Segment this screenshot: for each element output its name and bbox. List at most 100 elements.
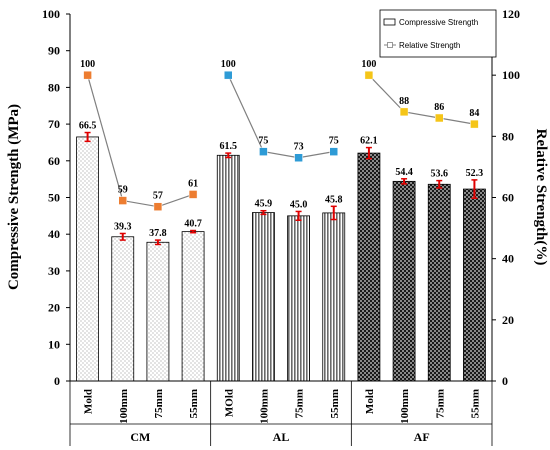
compressive-strength-bar [392, 180, 416, 382]
compressive-strength-bar [76, 136, 99, 382]
compressive-strength-bar [463, 188, 486, 382]
relative-strength-marker [329, 147, 338, 156]
y2-axis-title: Relative Strength(%) [533, 129, 549, 266]
bar-value-label: 45.0 [290, 199, 308, 210]
bar-value-label: 45.9 [255, 199, 273, 210]
x-category-label: MOld [223, 389, 235, 417]
y2-tick-label: 0 [502, 374, 508, 388]
bar-layer [76, 136, 486, 382]
relative-strength-marker [224, 70, 233, 80]
error-bar [119, 232, 126, 241]
relative-strength-label: 100 [361, 59, 376, 70]
relative-strength-line [87, 75, 194, 208]
error-bar [84, 131, 91, 143]
relative-strength-marker [83, 70, 92, 80]
legend: Compressive Strength Relative Strength [379, 9, 497, 58]
x-category-label: 55mm [188, 389, 200, 418]
x-category-label: 55mm [469, 389, 481, 418]
error-bar [225, 152, 232, 159]
y2-tick-label: 120 [502, 7, 520, 21]
error-bar-layer [84, 131, 478, 246]
y-tick-label: 0 [54, 374, 60, 388]
x-category-label: 100mm [258, 389, 270, 424]
x-category-label: 100mm [399, 389, 411, 424]
bar-value-label: 52.3 [466, 168, 484, 179]
compressive-strength-bar [357, 152, 381, 382]
bar-value-label: 45.8 [325, 194, 343, 205]
legend-label-relative-strength: Relative Strength [399, 41, 460, 50]
y-tick-label: 80 [48, 80, 60, 94]
bar-value-label: 37.8 [149, 228, 167, 239]
y-axis-title: Compressive Strength (MPa) [6, 104, 22, 290]
group-label: AF [414, 430, 430, 444]
x-category-label: 75mm [153, 389, 165, 418]
relative-strength-label: 100 [80, 59, 95, 70]
relative-strength-label: 84 [469, 108, 479, 119]
x-category-label: 75mm [434, 389, 446, 418]
error-bar [330, 205, 337, 221]
compressive-strength-bar [216, 154, 240, 382]
x-category-label: 75mm [294, 389, 306, 418]
y2-tick-label: 100 [502, 68, 520, 82]
y2-tick-label: 60 [502, 191, 514, 205]
relative-strength-label: 57 [153, 191, 163, 202]
compressive-strength-bar [322, 212, 346, 382]
y-tick-label: 20 [48, 301, 60, 315]
error-bar [260, 209, 267, 216]
bar-value-label: 40.7 [184, 219, 202, 230]
error-bar [436, 179, 443, 189]
relative-strength-marker [470, 119, 479, 129]
legend-swatch-compressive-strength [383, 18, 396, 26]
relative-strength-label: 86 [434, 102, 444, 113]
relative-strength-marker [435, 113, 444, 123]
relative-strength-line [227, 74, 334, 159]
y-tick-label: 40 [48, 227, 60, 241]
x-category-label: 100mm [118, 389, 130, 424]
relative-strength-marker [118, 196, 127, 205]
bar-value-label: 62.1 [360, 136, 378, 147]
y-tick-label: 60 [48, 154, 60, 168]
error-bar [190, 229, 197, 234]
error-bar [365, 146, 372, 160]
bar-value-label: 61.5 [220, 141, 238, 152]
relative-strength-label: 73 [294, 142, 304, 153]
y-tick-label: 70 [48, 117, 60, 131]
relative-strength-label: 75 [329, 136, 339, 147]
compressive-strength-bar [427, 183, 451, 382]
x-category-label: Mold [83, 389, 95, 414]
bar-value-label: 54.4 [395, 167, 413, 178]
y-tick-label: 30 [48, 264, 60, 278]
relative-strength-line [368, 74, 475, 125]
relative-strength-layer [83, 70, 479, 211]
bar-value-label: 39.3 [114, 221, 132, 232]
y-tick-label: 50 [48, 191, 60, 205]
relative-strength-marker [259, 147, 268, 156]
legend-label-compressive-strength: Compressive Strength [399, 18, 478, 27]
y-tick-label: 90 [48, 44, 60, 58]
relative-strength-marker [399, 107, 409, 117]
x-category-label: Mold [364, 389, 376, 414]
x-category-label: 55mm [329, 389, 341, 418]
compressive-strength-bar [146, 241, 170, 382]
axes-layer: 0 10 20 30 40 50 60 70 80 90 100 0 20 40 60 80 100 120 Mol… [42, 7, 520, 446]
compressive-strength-bar [287, 215, 310, 382]
relative-strength-marker [188, 190, 198, 199]
error-bar [154, 239, 161, 246]
y2-tick-label: 20 [502, 313, 514, 327]
group-label: CM [130, 430, 150, 444]
relative-strength-marker [364, 70, 374, 80]
compressive-strength-bar [252, 212, 275, 382]
relative-strength-label: 75 [258, 136, 268, 147]
relative-strength-marker [153, 202, 163, 211]
relative-strength-label: 100 [221, 59, 236, 70]
bar-value-label: 53.6 [431, 169, 449, 180]
y2-tick-label: 40 [502, 252, 514, 266]
bar-value-label: 66.5 [79, 121, 97, 132]
y2-tick-label: 80 [502, 129, 514, 143]
relative-strength-label: 61 [188, 178, 198, 189]
error-bar [401, 178, 408, 185]
group-label: AL [273, 430, 290, 444]
y-tick-label: 100 [42, 7, 60, 21]
error-bar [295, 210, 302, 222]
